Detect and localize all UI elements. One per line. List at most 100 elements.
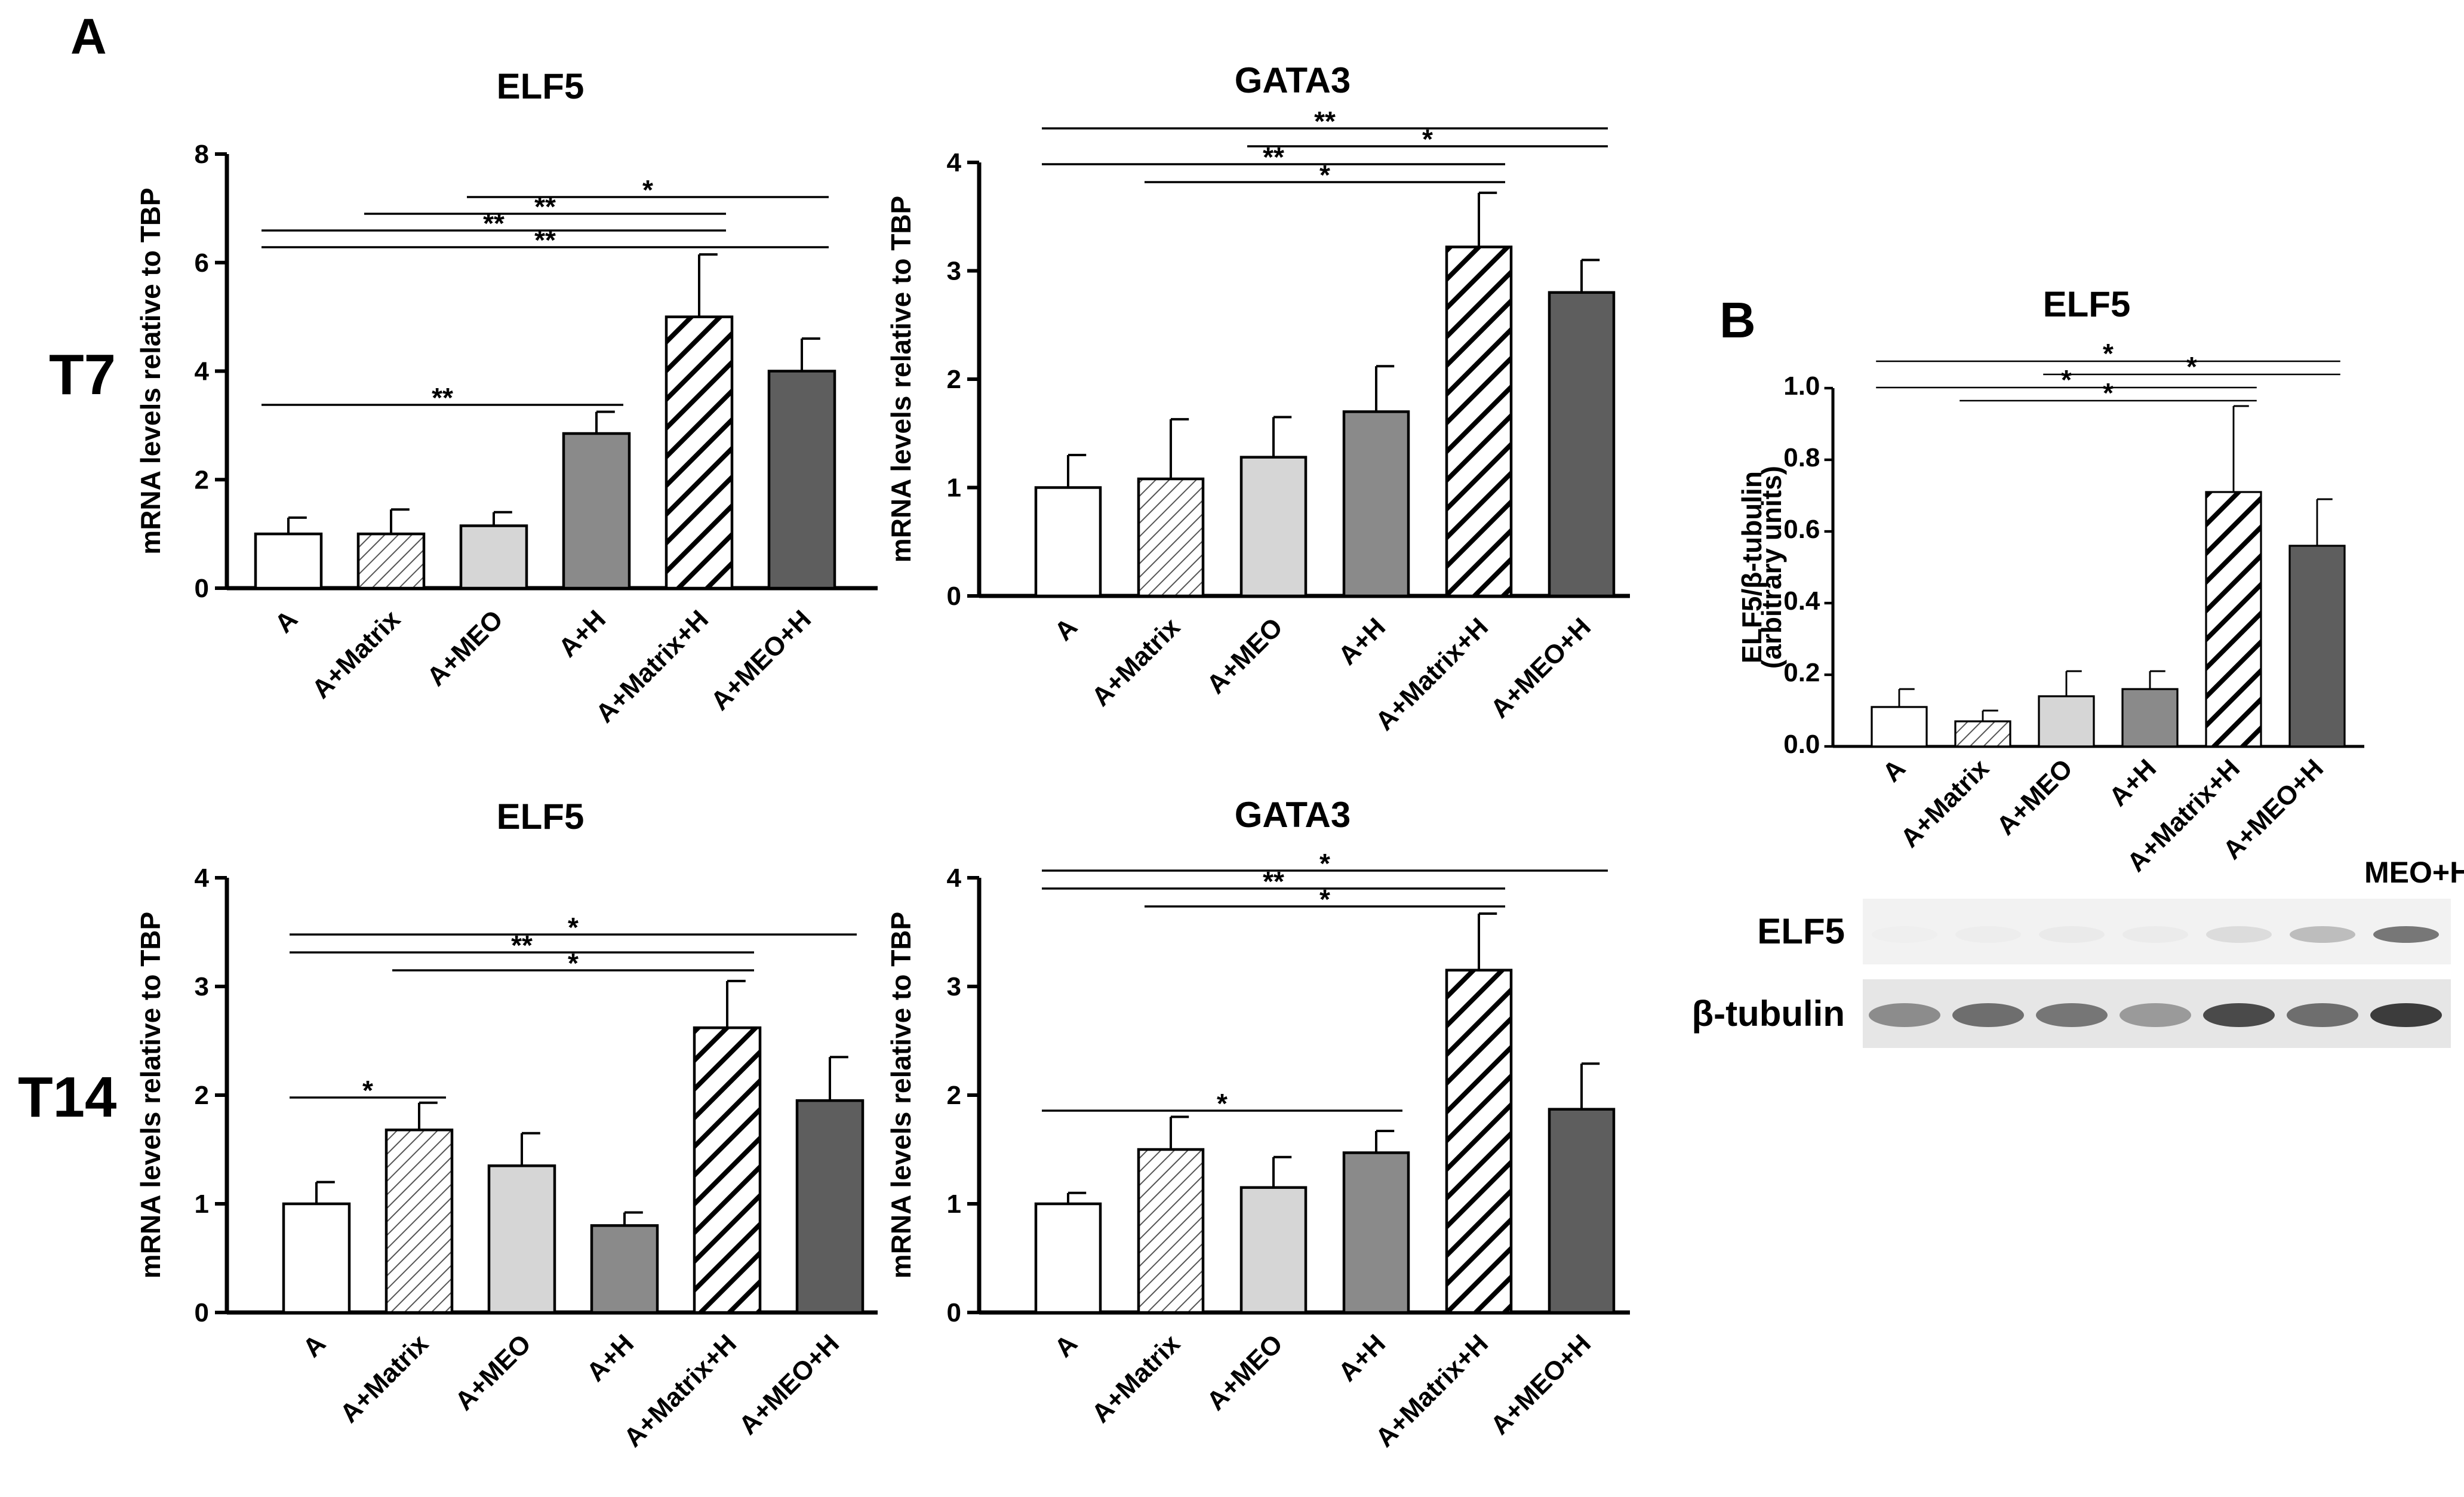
significance-label: *: [568, 948, 579, 979]
x-tick-label-a-meo-h: A+MEO+H: [1485, 1329, 1596, 1440]
x-tick-label-a-meo: A+MEO: [1991, 754, 2078, 841]
x-tick-label-a-meo-h: A+MEO+H: [1485, 612, 1596, 724]
significance-label: *: [2186, 351, 2197, 382]
x-tick-label-a-h: A+H: [2103, 754, 2162, 812]
chart-title: GATA3: [1235, 795, 1351, 835]
y-tick-label: 4: [947, 863, 962, 893]
x-tick-label-a-matrix: A+Matrix: [1895, 754, 1995, 853]
y-tick-label: 1: [947, 474, 961, 503]
bar-a-h: [1342, 1151, 1410, 1314]
bar-a-matrix-h: [665, 315, 734, 590]
blot-band-tubulin: [2203, 1003, 2275, 1027]
y-tick-label: 8: [195, 140, 209, 169]
y-tick-label: 0.0: [1783, 730, 1820, 759]
significance-label: *: [1319, 848, 1330, 879]
panel-label-a: A: [70, 8, 107, 64]
y-axis-label: mRNA levels relative to TBP: [885, 196, 916, 562]
x-tick-label-a-matrix: A+Matrix: [306, 604, 406, 704]
chart-title: ELF5: [497, 797, 585, 837]
blot-corner-label: MEO+H: [2364, 856, 2464, 889]
y-tick-label: 3: [947, 257, 961, 286]
blot-band-elf5: [1955, 926, 2021, 943]
blot-band-tubulin: [1869, 1003, 1940, 1027]
y-tick-label: 1: [947, 1189, 961, 1219]
bar-a-matrix-h: [1445, 969, 1513, 1314]
bar-a-meo: [487, 1164, 556, 1314]
chart-title: ELF5: [497, 66, 585, 106]
y-tick-label: 0.2: [1783, 658, 1820, 687]
bar-a-h: [562, 432, 631, 590]
bar-a-matrix: [384, 1128, 454, 1314]
y-axis-label: mRNA levels relative to TBP: [135, 912, 166, 1278]
x-tick-label-a-meo: A+MEO: [450, 1329, 537, 1416]
blot-row-label-elf5: ELF5: [1757, 911, 1845, 951]
x-tick-label-a-h: A+H: [553, 604, 611, 663]
western-blot: MEO+H ELF5 β-tubulin: [1691, 856, 2464, 1048]
bar-a-meo-h: [795, 1099, 865, 1314]
y-tick-label: 0.8: [1783, 443, 1820, 472]
y-tick-label: 4: [195, 863, 210, 893]
y-tick-label: 2: [195, 465, 209, 494]
significance-label: *: [1422, 124, 1433, 155]
bar-a-meo-h: [2288, 545, 2346, 748]
y-tick-label: 0: [947, 1298, 961, 1327]
significance-label: **: [483, 208, 505, 239]
y-axis-label: mRNA levels relative to TBP: [885, 912, 916, 1278]
significance-label: *: [2061, 364, 2072, 395]
blot-band-elf5: [2122, 926, 2188, 943]
chart-title: GATA3: [1235, 60, 1351, 100]
significance-label: **: [534, 225, 556, 256]
x-tick-label-a-h: A+H: [581, 1329, 639, 1387]
row-label-t14: T14: [18, 1065, 116, 1129]
significance-label: *: [642, 174, 653, 205]
blot-band-tubulin: [2370, 1003, 2442, 1027]
blot-row-label-tubulin: β-tubulin: [1691, 994, 1845, 1034]
significance-label: *: [1217, 1088, 1228, 1119]
x-tick-label-a-h: A+H: [1333, 1329, 1391, 1387]
x-tick-label-a-h: A+H: [1333, 612, 1391, 671]
blot-band-tubulin: [2287, 1003, 2358, 1027]
y-tick-label: 0.6: [1783, 515, 1820, 544]
bar-a-meo: [1239, 1186, 1308, 1314]
y-axis-label: ELF5/β-tubulin: [1736, 471, 1767, 663]
blot-band-tubulin: [2120, 1003, 2191, 1027]
bar-a-matrix: [1137, 477, 1205, 598]
bar-a-matrix-h: [1445, 245, 1513, 598]
significance-label: *: [362, 1075, 373, 1106]
bar-a: [1034, 486, 1102, 598]
significance-label: *: [1319, 884, 1330, 915]
y-tick-label: 3: [947, 972, 961, 1001]
row-label-t7: T7: [49, 343, 116, 407]
bar-a-meo-h: [1548, 1108, 1616, 1314]
blot-band-elf5: [2206, 926, 2272, 943]
y-tick-label: 6: [195, 248, 209, 278]
x-tick-label-a-matrix: A+Matrix: [334, 1329, 434, 1428]
chart-b-elf5: ELF5 ELF5/β-tubulin(arbitrary units) 0.0 0.…: [1736, 284, 2364, 878]
bar-a: [1871, 706, 1928, 748]
significance-label: **: [1314, 106, 1336, 137]
x-tick-label-a-meo: A+MEO: [1201, 1329, 1288, 1416]
bar-a-matrix-h: [693, 1026, 762, 1314]
significance-label: **: [432, 382, 453, 413]
bar-a-matrix: [1137, 1148, 1205, 1314]
chart-title: ELF5: [2043, 284, 2131, 324]
bar-a-meo: [1239, 456, 1308, 598]
bar-a-meo-h: [1548, 291, 1616, 598]
y-axis-label: mRNA levels relative to TBP: [135, 187, 166, 554]
significance-label: *: [2103, 338, 2114, 369]
y-tick-label: 0: [947, 582, 961, 611]
y-tick-label: 0: [195, 1298, 209, 1327]
x-tick-label-a-matrix: A+Matrix: [1086, 612, 1186, 712]
significance-label: *: [568, 912, 579, 943]
significance-label: *: [2103, 377, 2114, 408]
bar-a: [254, 532, 323, 590]
blot-band-elf5: [2290, 926, 2355, 943]
x-tick-label-a-meo-h: A+MEO+H: [733, 1329, 845, 1440]
y-tick-label: 2: [947, 365, 961, 394]
bar-a-h: [1342, 410, 1410, 598]
x-tick-label-a: A: [1049, 612, 1083, 646]
bar-a-meo: [459, 524, 528, 590]
